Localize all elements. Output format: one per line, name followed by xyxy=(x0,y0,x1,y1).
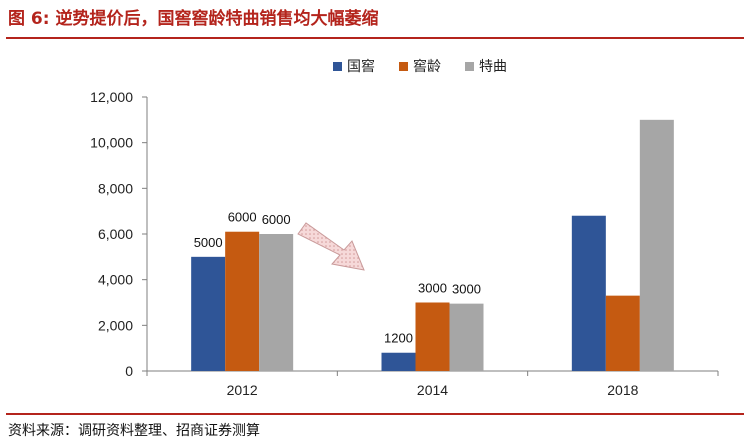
top-rule xyxy=(6,37,744,39)
figure-number: 图 6: xyxy=(8,9,50,29)
bar-2014-3 xyxy=(449,303,484,371)
legend-swatch xyxy=(333,62,342,71)
x-tick-label: 2012 xyxy=(227,382,258,398)
y-tick-label: 8,000 xyxy=(98,180,133,196)
legend-swatch xyxy=(465,62,474,71)
data-label: 5000 xyxy=(194,235,223,250)
legend-label: 特曲 xyxy=(479,59,507,75)
y-tick-label: 12,000 xyxy=(90,89,133,105)
decline-arrow-icon xyxy=(297,222,365,271)
legend-swatch xyxy=(399,62,408,71)
figure-title: 图 6: 逆势提价后，国窖窖龄特曲销售均大幅萎缩 xyxy=(8,4,385,34)
data-label: 3000 xyxy=(452,282,481,297)
bar-2012-3 xyxy=(259,234,294,371)
y-tick-label: 4,000 xyxy=(98,272,133,288)
legend-label: 国窖 xyxy=(347,58,375,75)
y-tick-label: 10,000 xyxy=(90,135,133,151)
bar-2012-2 xyxy=(225,231,260,371)
y-tick-label: 6,000 xyxy=(98,226,133,242)
bar-2018-1 xyxy=(571,215,606,371)
figure-title-text: 逆势提价后，国窖窖龄特曲销售均大幅萎缩 xyxy=(55,9,379,29)
y-tick-label: 2,000 xyxy=(98,317,133,333)
bar-2018-2 xyxy=(605,295,640,371)
source-note: 资料来源：调研资料整理、招商证券测算 xyxy=(8,423,260,439)
data-label: 6000 xyxy=(262,212,291,227)
x-tick-label: 2014 xyxy=(417,382,448,398)
data-label: 3000 xyxy=(418,281,447,296)
x-tick-label: 2018 xyxy=(607,382,638,398)
bar-2012-1 xyxy=(191,256,226,371)
data-label: 6000 xyxy=(228,210,257,225)
bottom-rule xyxy=(6,413,744,415)
data-label: 1200 xyxy=(384,331,413,346)
bar-2014-1 xyxy=(381,352,416,371)
bar-2014-2 xyxy=(415,302,450,371)
bar-2018-3 xyxy=(639,119,674,371)
y-tick-label: 0 xyxy=(125,363,133,379)
legend-label: 窖龄 xyxy=(413,58,441,75)
